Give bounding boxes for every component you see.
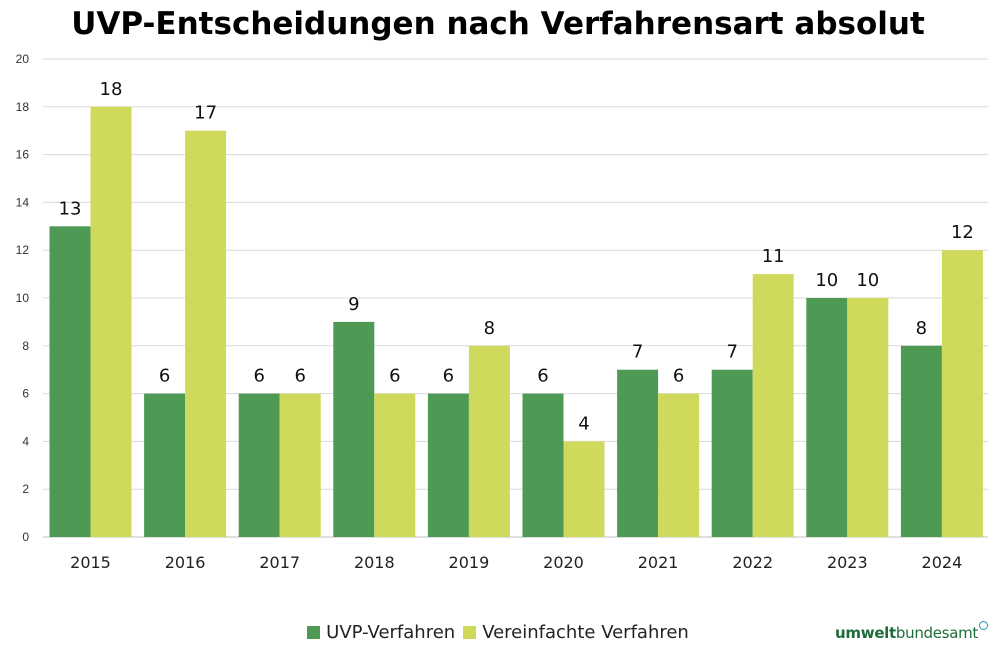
bar-vereinfacht [374, 393, 416, 537]
data-label: 8 [484, 318, 495, 339]
data-label: 6 [294, 366, 305, 387]
data-label: 12 [951, 222, 974, 243]
bar-uvp [238, 393, 280, 537]
logo-part2: bundesamt [895, 624, 978, 642]
y-tick-label: 4 [22, 434, 29, 448]
legend: UVP-Verfahren Vereinfachte Verfahren [0, 622, 996, 643]
data-label: 18 [100, 79, 123, 100]
y-tick-label: 18 [16, 100, 30, 114]
legend-swatch-uvp [307, 626, 321, 639]
x-tick-label: 2018 [354, 553, 395, 572]
data-label: 8 [916, 318, 927, 339]
data-labels: 13 18 6 17 6 6 9 6 6 8 6 4 7 6 7 11 10 10 8 12 [59, 79, 974, 435]
x-tick-label: 2019 [449, 553, 490, 572]
bar-uvp [333, 321, 375, 537]
bar-vereinfacht [941, 250, 983, 537]
data-label: 17 [194, 103, 217, 124]
y-tick-label: 14 [16, 195, 30, 209]
bar-vereinfacht [847, 298, 889, 537]
y-tick-label: 10 [16, 291, 30, 305]
data-label: 7 [632, 342, 643, 363]
data-label: 6 [537, 366, 548, 387]
y-tick-label: 16 [16, 148, 30, 162]
bar-uvp [617, 369, 659, 537]
bar-uvp [711, 369, 753, 537]
bar-vereinfacht [468, 345, 510, 537]
data-label: 6 [443, 366, 454, 387]
x-tick-label: 2017 [259, 553, 300, 572]
x-tick-label: 2021 [638, 553, 679, 572]
bar-uvp [49, 226, 91, 538]
data-label: 4 [578, 413, 589, 434]
y-tick-label: 6 [22, 387, 29, 401]
data-label: 6 [253, 366, 264, 387]
bar-uvp [144, 393, 186, 537]
legend-label-vereinfacht: Vereinfachte Verfahren [482, 622, 689, 643]
legend-swatch-vereinfacht [463, 626, 477, 639]
chart-title: UVP-Entscheidungen nach Verfahrensart ab… [71, 6, 925, 42]
data-label: 7 [726, 342, 737, 363]
x-tick-label: 2024 [922, 553, 963, 572]
y-tick-label: 0 [22, 530, 29, 544]
data-label: 10 [856, 270, 879, 291]
data-label: 6 [673, 366, 684, 387]
y-tick-label: 20 [16, 52, 30, 66]
x-tick-label: 2020 [543, 553, 584, 572]
legend-item-uvp: UVP-Verfahren [307, 622, 455, 643]
y-tick-label: 8 [22, 339, 29, 353]
bar-vereinfacht [563, 441, 605, 537]
bar-vereinfacht [658, 393, 700, 537]
legend-item-vereinfacht: Vereinfachte Verfahren [463, 622, 689, 643]
data-label: 10 [815, 270, 838, 291]
x-axis-ticks: 2015 2016 2017 2018 2019 2020 2021 2022 2023 2024 [70, 553, 962, 572]
y-tick-label: 12 [16, 243, 30, 257]
x-tick-label: 2015 [70, 553, 111, 572]
data-label: 13 [59, 198, 82, 219]
data-label: 6 [159, 366, 170, 387]
data-label: 9 [348, 294, 359, 315]
legend-label-uvp: UVP-Verfahren [326, 622, 456, 643]
x-tick-label: 2016 [165, 553, 206, 572]
bar-uvp [522, 393, 564, 537]
bars [49, 106, 983, 538]
bar-uvp [900, 345, 942, 537]
bar-vereinfacht [90, 106, 132, 538]
bar-uvp [806, 298, 848, 537]
y-axis-ticks: 0 2 4 6 8 10 12 14 16 18 20 [16, 52, 30, 544]
y-tick-label: 2 [22, 482, 29, 496]
bar-vereinfacht [752, 274, 794, 537]
x-tick-label: 2023 [827, 553, 868, 572]
logo-mark-icon [979, 621, 988, 630]
x-tick-label: 2022 [732, 553, 773, 572]
logo-part1: umwelt [835, 624, 896, 642]
umweltbundesamt-logo: umweltbundesamt [835, 621, 988, 642]
data-label: 11 [762, 246, 785, 267]
bar-vereinfacht [185, 130, 227, 537]
bar-uvp [427, 393, 469, 537]
data-label: 6 [389, 366, 400, 387]
bar-vereinfacht [279, 393, 321, 537]
